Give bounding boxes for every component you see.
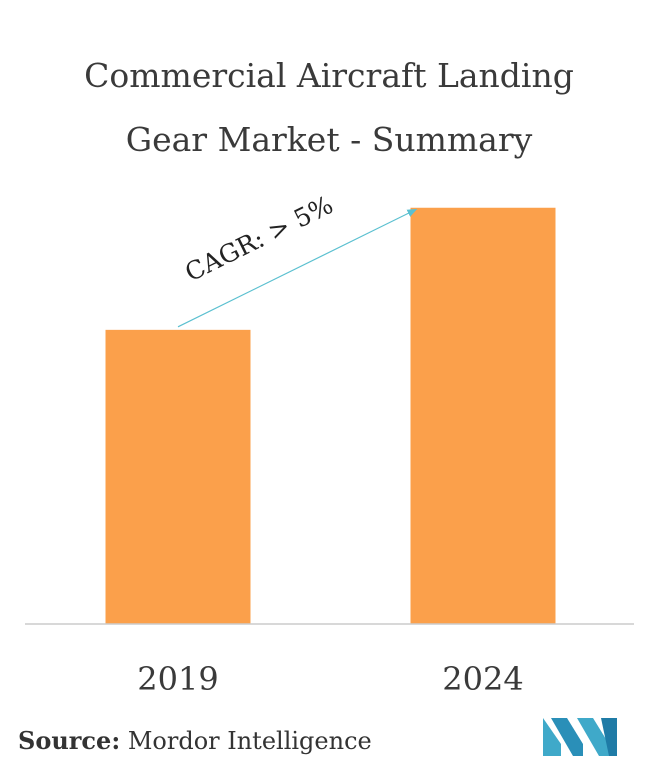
mordor-intelligence-logo-icon [543, 718, 617, 756]
chart-title: Commercial Aircraft Landing Gear Market … [0, 44, 658, 172]
bar-2024 [410, 207, 556, 624]
cagr-arrow [177, 208, 418, 328]
chart-title-line-2: Gear Market - Summary [125, 120, 533, 159]
x-tick-labels: 2019 2024 [137, 660, 523, 698]
cagr-annotation: CAGR: > 5% [180, 190, 337, 287]
x-tick-label-2024: 2024 [442, 660, 523, 698]
bar-2019 [105, 329, 251, 624]
bars-group [105, 207, 556, 624]
x-tick-label-2019: 2019 [137, 660, 218, 698]
source-line: Source: Mordor Intelligence [18, 726, 372, 755]
chart-title-line-1: Commercial Aircraft Landing [84, 56, 574, 95]
source-label: Source: [18, 726, 121, 755]
source-text: Mordor Intelligence [127, 727, 372, 755]
